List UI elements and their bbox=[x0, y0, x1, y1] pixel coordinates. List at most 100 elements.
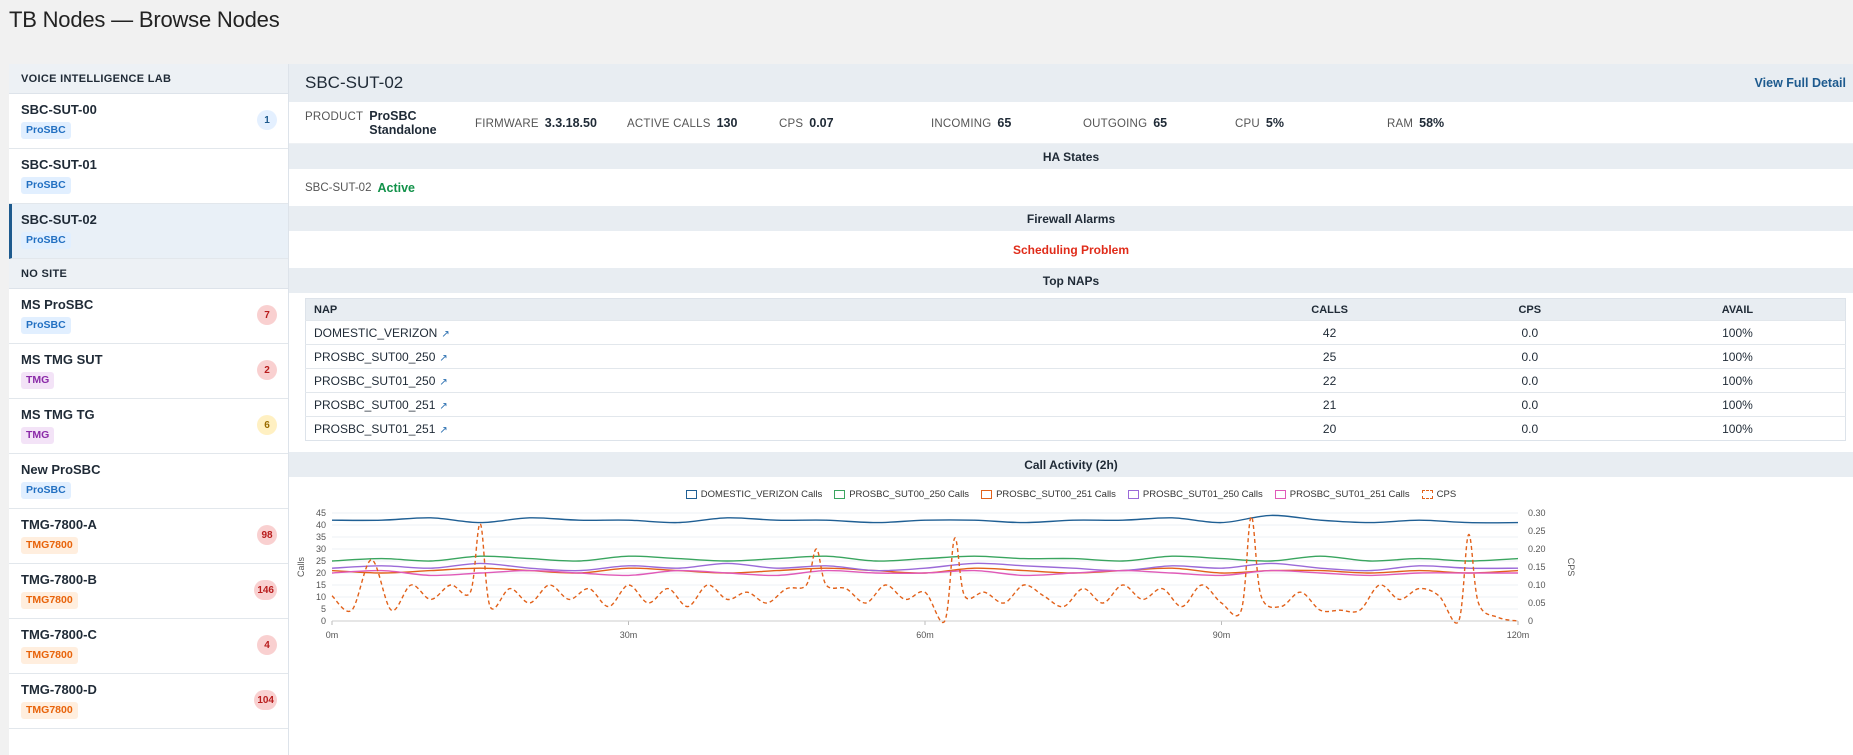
alarm-count-badge: 6 bbox=[257, 415, 277, 435]
external-link-icon[interactable]: ↗ bbox=[439, 352, 448, 364]
node-type-tag: TMG7800 bbox=[21, 702, 78, 719]
x-tick-label: 30m bbox=[620, 630, 638, 640]
stat-incoming: INCOMING 65 bbox=[931, 116, 1083, 130]
alarm-count-badge: 146 bbox=[254, 580, 277, 600]
stat-value: 65 bbox=[1153, 115, 1168, 130]
node-name: TMG-7800-A bbox=[21, 517, 97, 532]
legend-label: PROSBC_SUT01_251 Calls bbox=[1289, 489, 1410, 500]
stat-label: RAM bbox=[1387, 117, 1414, 130]
node-item[interactable]: MS TMG SUT TMG 2 bbox=[9, 344, 288, 399]
node-item[interactable]: TMG-7800-A TMG7800 98 bbox=[9, 509, 288, 564]
node-type-tag: TMG7800 bbox=[21, 647, 78, 664]
node-item[interactable]: TMG-7800-B TMG7800 146 bbox=[9, 564, 288, 619]
nap-cell: PROSBC_SUT01_250 ↗ bbox=[305, 368, 1230, 393]
legend-swatch bbox=[1274, 490, 1286, 499]
nap-avail-cell: 100% bbox=[1629, 368, 1846, 393]
legend-swatch bbox=[981, 490, 993, 499]
node-item[interactable]: SBC-SUT-02 ProSBC bbox=[9, 204, 288, 259]
legend-item[interactable]: DOMESTIC_VERIZON Calls bbox=[685, 489, 823, 500]
y-axis-label: Calls bbox=[296, 557, 306, 578]
nap-name: PROSBC_SUT00_250 bbox=[314, 349, 436, 364]
node-name: SBC-SUT-01 bbox=[21, 157, 97, 172]
node-name: MS ProSBC bbox=[21, 297, 94, 312]
legend-item[interactable]: PROSBC_SUT01_250 Calls bbox=[1127, 489, 1263, 500]
x-tick-label: 90m bbox=[1213, 630, 1231, 640]
node-type-tag: TMG bbox=[21, 372, 55, 389]
node-type-tag: ProSBC bbox=[21, 317, 71, 334]
node-item[interactable]: TMG-7800-C TMG7800 4 bbox=[9, 619, 288, 674]
col-header-cps: CPS bbox=[1429, 298, 1630, 321]
node-item[interactable]: SBC-SUT-01 ProSBC bbox=[9, 149, 288, 204]
nap-name: PROSBC_SUT01_250 bbox=[314, 373, 436, 388]
nap-cps-cell: 0.0 bbox=[1429, 392, 1630, 417]
stats-bar: PRODUCT ProSBC Standalone FIRMWARE 3.3.18.5… bbox=[289, 102, 1853, 144]
series-line-cps bbox=[331, 515, 1519, 624]
node-type-tag: TMG7800 bbox=[21, 537, 78, 554]
stat-active-calls: ACTIVE CALLS 130 bbox=[627, 116, 779, 130]
nap-cps-cell: 0.0 bbox=[1429, 368, 1630, 393]
nap-cell: PROSBC_SUT00_250 ↗ bbox=[305, 344, 1230, 369]
node-item[interactable]: MS ProSBC ProSBC 7 bbox=[9, 289, 288, 344]
legend-item[interactable]: CPS bbox=[1421, 489, 1456, 500]
node-item[interactable]: MS TMG TG TMG 6 bbox=[9, 399, 288, 454]
group-header: NO SITE bbox=[9, 259, 288, 289]
alarm-count-badge: 2 bbox=[257, 360, 277, 380]
x-tick-label: 0m bbox=[326, 630, 339, 640]
col-header-calls: CALLS bbox=[1229, 298, 1430, 321]
y2-tick-label: 0.15 bbox=[1528, 562, 1546, 572]
table-row: PROSBC_SUT01_251 ↗ 20 0.0 100% bbox=[305, 416, 1846, 441]
node-item[interactable]: New ProSBC ProSBC bbox=[9, 454, 288, 509]
node-detail-panel: SBC-SUT-02 View Full Detail PRODUCT ProSB… bbox=[289, 64, 1853, 755]
external-link-icon[interactable]: ↗ bbox=[441, 328, 450, 340]
stat-value: 130 bbox=[716, 115, 738, 130]
y-tick-label: 15 bbox=[316, 580, 326, 590]
stat-ram: RAM 58% bbox=[1387, 116, 1539, 130]
external-link-icon[interactable]: ↗ bbox=[439, 424, 448, 436]
stat-firmware: FIRMWARE 3.3.18.50 bbox=[475, 116, 627, 130]
node-name: TMG-7800-D bbox=[21, 682, 97, 697]
group-header: VOICE INTELLIGENCE LAB bbox=[9, 64, 288, 94]
call-activity-header: Call Activity (2h) bbox=[289, 452, 1853, 477]
y-tick-label: 35 bbox=[316, 532, 326, 542]
alarm-count-badge: 104 bbox=[254, 690, 277, 710]
nap-cps-cell: 0.0 bbox=[1429, 416, 1630, 441]
nap-avail-cell: 100% bbox=[1629, 392, 1846, 417]
y2-axis-label: CPS bbox=[1566, 558, 1576, 577]
chart-legend: DOMESTIC_VERIZON Calls PROSBC_SUT00_250 C… bbox=[289, 489, 1853, 500]
node-item[interactable]: SBC-SUT-00 ProSBC 1 bbox=[9, 94, 288, 149]
stat-label: OUTGOING bbox=[1083, 117, 1148, 130]
node-type-tag: ProSBC bbox=[21, 482, 71, 499]
legend-label: PROSBC_SUT00_251 Calls bbox=[996, 489, 1116, 500]
y-tick-label: 10 bbox=[316, 592, 326, 602]
node-type-tag: ProSBC bbox=[21, 232, 71, 249]
nap-cell: PROSBC_SUT01_251 ↗ bbox=[305, 416, 1230, 441]
y-tick-label: 30 bbox=[316, 544, 326, 554]
y2-tick-label: 0.30 bbox=[1528, 508, 1546, 518]
y-tick-label: 20 bbox=[316, 568, 326, 578]
view-full-detail-link[interactable]: View Full Detail bbox=[1754, 76, 1846, 90]
y2-tick-label: 0.20 bbox=[1528, 544, 1546, 554]
legend-item[interactable]: PROSBC_SUT00_250 Calls bbox=[834, 489, 969, 500]
external-link-icon[interactable]: ↗ bbox=[439, 376, 448, 388]
stat-cpu: CPU 5% bbox=[1235, 116, 1387, 130]
node-name: TMG-7800-B bbox=[21, 572, 97, 587]
series-line-domestic-verizon-calls bbox=[331, 514, 1519, 524]
detail-header: SBC-SUT-02 View Full Detail bbox=[289, 64, 1853, 102]
node-name: SBC-SUT-00 bbox=[21, 102, 97, 117]
nap-calls-cell: 42 bbox=[1229, 320, 1430, 345]
series-line-prosbc-sut00-250-calls bbox=[331, 555, 1519, 562]
nap-avail-cell: 100% bbox=[1629, 320, 1846, 345]
legend-label: DOMESTIC_VERIZON Calls bbox=[700, 489, 823, 500]
legend-item[interactable]: PROSBC_SUT00_251 Calls bbox=[981, 489, 1116, 500]
external-link-icon[interactable]: ↗ bbox=[439, 400, 448, 412]
series-line-prosbc-sut01-250-calls bbox=[331, 562, 1519, 572]
y2-tick-label: 0.10 bbox=[1528, 580, 1546, 590]
nap-calls-cell: 21 bbox=[1229, 392, 1430, 417]
legend-item[interactable]: PROSBC_SUT01_251 Calls bbox=[1274, 489, 1410, 500]
alarm-count-badge: 1 bbox=[257, 110, 277, 130]
ha-state-row: SBC-SUT-02 Active bbox=[289, 169, 1853, 206]
x-tick-label: 120m bbox=[1507, 630, 1530, 640]
stat-value: 0.07 bbox=[809, 115, 834, 130]
node-type-tag: ProSBC bbox=[21, 122, 71, 139]
node-item[interactable]: TMG-7800-D TMG7800 104 bbox=[9, 674, 288, 729]
